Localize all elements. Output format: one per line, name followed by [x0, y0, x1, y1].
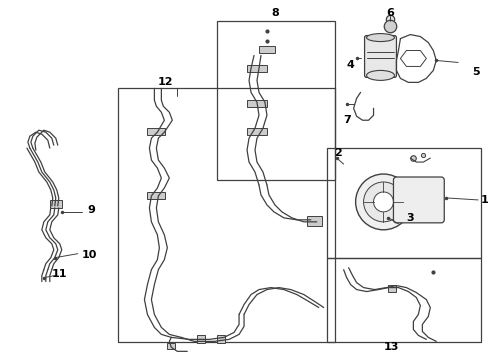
Bar	[217, 336, 224, 343]
FancyBboxPatch shape	[364, 36, 396, 77]
Circle shape	[363, 182, 403, 222]
Text: 1: 1	[480, 195, 488, 205]
Text: 10: 10	[81, 250, 97, 260]
Bar	[147, 192, 165, 199]
Ellipse shape	[366, 71, 394, 80]
FancyBboxPatch shape	[393, 177, 444, 223]
Text: 7: 7	[343, 115, 351, 125]
Bar	[246, 128, 266, 135]
Text: 4: 4	[346, 60, 354, 71]
Bar	[147, 128, 165, 135]
Bar	[167, 343, 175, 349]
Text: 8: 8	[270, 8, 278, 18]
Bar	[197, 336, 205, 343]
Text: 2: 2	[333, 148, 341, 158]
Bar	[117, 88, 334, 342]
Bar	[246, 100, 266, 107]
Text: 3: 3	[406, 213, 413, 223]
Text: 11: 11	[52, 269, 67, 279]
Ellipse shape	[366, 33, 394, 41]
Circle shape	[355, 174, 410, 230]
Bar	[50, 200, 61, 208]
Bar	[326, 148, 480, 258]
Text: 13: 13	[383, 342, 398, 352]
Circle shape	[373, 192, 393, 212]
Bar	[259, 45, 274, 54]
Bar	[306, 216, 321, 226]
Text: 5: 5	[471, 67, 479, 77]
Bar	[326, 258, 480, 342]
Bar	[387, 285, 396, 292]
Text: 9: 9	[87, 205, 95, 215]
Bar	[217, 21, 334, 180]
Text: 12: 12	[157, 77, 173, 87]
Bar	[246, 66, 266, 72]
Text: 6: 6	[386, 8, 393, 18]
